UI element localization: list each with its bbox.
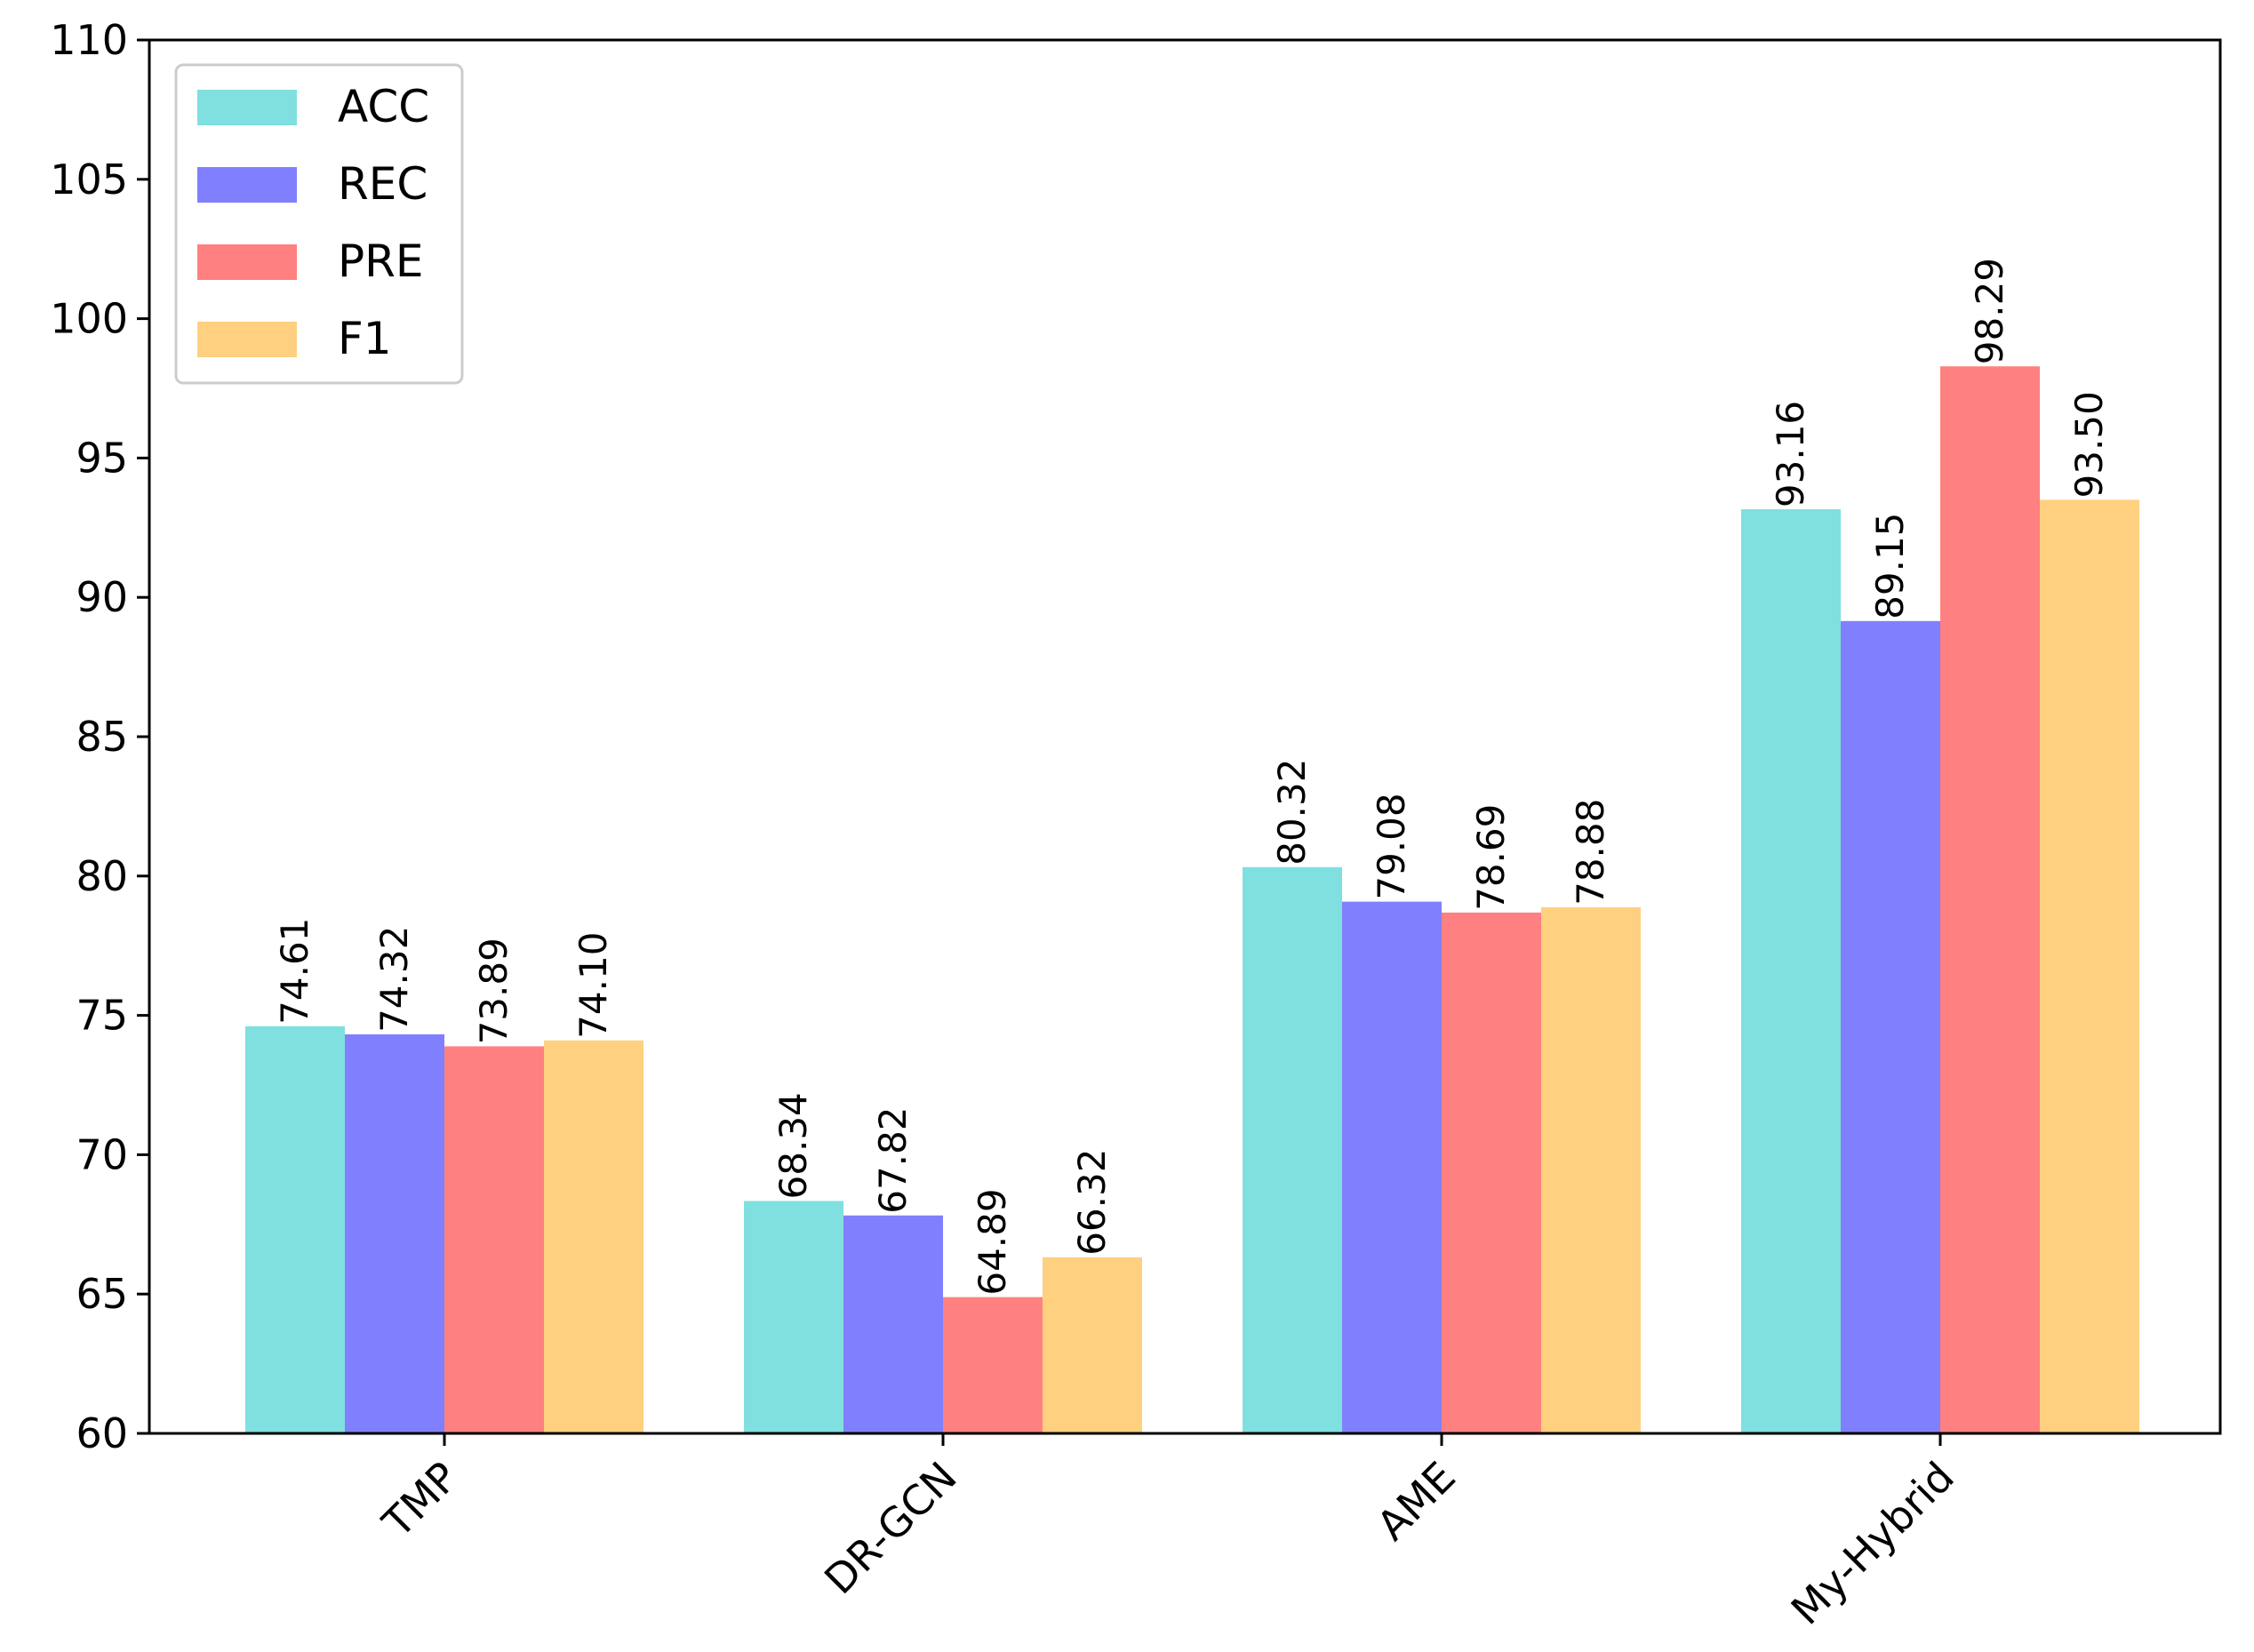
bar-pre-ame xyxy=(1442,912,1541,1433)
bar-rec-my-hybrid xyxy=(1841,620,1940,1433)
y-tick-label: 65 xyxy=(76,1270,128,1318)
bar-value-label: 64.89 xyxy=(971,1188,1014,1295)
y-tick-label: 85 xyxy=(76,713,128,761)
bar-value-label: 78.69 xyxy=(1469,804,1513,911)
y-tick-label: 95 xyxy=(76,434,128,482)
bar-value-label: 74.32 xyxy=(372,926,416,1033)
legend-label-rec: REC xyxy=(338,158,428,210)
legend-box xyxy=(174,63,464,385)
bar-f1-ame xyxy=(1541,906,1641,1433)
bar-pre-my-hybrid xyxy=(1940,366,2040,1433)
y-tick-label: 100 xyxy=(50,295,128,343)
y-tick-label: 70 xyxy=(76,1130,128,1178)
bar-f1-my-hybrid xyxy=(2040,499,2139,1434)
bar-rec-ame xyxy=(1342,901,1442,1433)
bar-acc-dr-gcn xyxy=(744,1201,843,1433)
bar-value-label: 68.34 xyxy=(771,1092,815,1199)
y-tick-label: 110 xyxy=(50,16,128,64)
y-tick-label: 75 xyxy=(76,992,128,1040)
bar-value-label: 73.89 xyxy=(472,938,516,1044)
x-tick-label-tmp: TMP xyxy=(372,1453,467,1547)
legend-swatch-f1 xyxy=(197,322,297,357)
legend-swatch-pre xyxy=(197,244,297,280)
bar-rec-dr-gcn xyxy=(843,1215,943,1433)
bar-f1-tmp xyxy=(544,1040,643,1433)
bar-value-label: 89.15 xyxy=(1868,513,1912,619)
legend-swatch-rec xyxy=(197,167,297,203)
bar-f1-dr-gcn xyxy=(1043,1257,1142,1433)
bar-value-label: 66.32 xyxy=(1070,1149,1114,1256)
legend-label-acc: ACC xyxy=(338,81,429,132)
y-tick-label: 105 xyxy=(50,156,128,204)
y-tick-label: 60 xyxy=(76,1409,128,1457)
bar-value-labels: 74.61 74.32 73.89 74.10 68.34 67.82 64.89 66.32… xyxy=(273,258,2111,1296)
legend-label-pre: PRE xyxy=(338,235,423,287)
bar-value-label: 74.61 xyxy=(273,918,316,1025)
bars-layer xyxy=(245,366,2139,1434)
legend-label-f1: F1 xyxy=(338,313,392,364)
bar-value-label: 93.50 xyxy=(2067,391,2111,498)
x-tick-label-dr-gcn: DR-GCN xyxy=(815,1453,966,1604)
bar-value-label: 67.82 xyxy=(871,1107,915,1214)
y-tick-label: 80 xyxy=(76,852,128,900)
bar-acc-ame xyxy=(1243,866,1342,1433)
bar-value-label: 78.88 xyxy=(1569,799,1612,906)
x-tick-label-ame: AME xyxy=(1368,1453,1465,1550)
bar-rec-tmp xyxy=(345,1033,444,1433)
bar-pre-tmp xyxy=(444,1046,544,1433)
y-tick-label: 90 xyxy=(76,573,128,621)
bar-acc-my-hybrid xyxy=(1741,509,1841,1433)
bar-pre-dr-gcn xyxy=(943,1297,1043,1433)
bar-acc-tmp xyxy=(245,1026,345,1433)
legend: ACC REC PRE F1 xyxy=(174,63,464,385)
bar-value-label: 79.08 xyxy=(1370,793,1413,899)
bar-value-label: 74.10 xyxy=(571,932,615,1039)
bar-value-label: 93.16 xyxy=(1769,401,1812,507)
bar-value-label: 98.29 xyxy=(1968,258,2011,364)
x-tick-label-my-hybrid: My-Hybrid xyxy=(1782,1453,1963,1634)
bar-value-label: 80.32 xyxy=(1270,759,1314,866)
legend-swatch-acc xyxy=(197,90,297,125)
